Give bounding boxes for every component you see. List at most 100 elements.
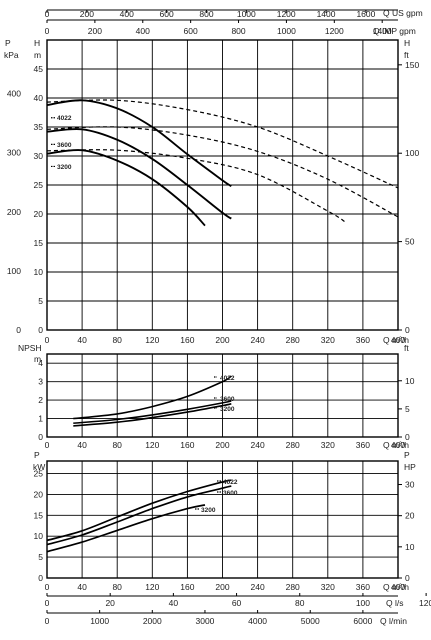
head-ft-axis-label-bottom: ft (404, 50, 409, 60)
imp-gpm-axis-tick-label: 1200 (325, 26, 344, 36)
head-q-tick-label: 200 (215, 335, 229, 345)
npsh-q-tick-label: 0 (45, 440, 50, 450)
power-kw-tick-label: 15 (34, 510, 44, 520)
lps-axis-tick-label: 120 (419, 598, 431, 608)
head-kpa-tick-label: 200 (7, 207, 21, 217)
power-q-tick-label: 400 (391, 582, 405, 592)
power-hp-axis-label-top: P (404, 450, 410, 460)
head-q-tick-label: 400 (391, 335, 405, 345)
head-q-tick-label: 320 (321, 335, 335, 345)
npsh-q-tick-label: 400 (391, 440, 405, 450)
head-curve-label-4022: 4022 (57, 115, 72, 122)
power-hp-tick-label: 20 (405, 511, 415, 521)
imp-gpm-axis-tick-label: 600 (184, 26, 198, 36)
us-gpm-axis-tick-label: 1200 (277, 9, 296, 19)
us-gpm-axis-tick-label: 1400 (317, 9, 336, 19)
head-q-axis-label: Q m³/h (383, 335, 409, 345)
npsh-m-tick-label: 1 (38, 414, 43, 424)
npsh-q-tick-label: 120 (145, 440, 159, 450)
us-gpm-axis-label: Q US gpm (383, 8, 423, 18)
head-kpa-tick-label: 400 (7, 89, 21, 99)
head-panel-frame (46, 39, 399, 331)
head-ft-tick-label: 50 (405, 237, 415, 247)
npsh-q-tick-label: 280 (286, 440, 300, 450)
us-gpm-axis-tick-label: 800 (199, 9, 213, 19)
imp-gpm-axis-tick-label: 1400 (373, 26, 392, 36)
npsh-q-tick-label: 80 (112, 440, 122, 450)
npsh-ft-tick-label: 5 (405, 404, 410, 414)
power-q-tick-label: 0 (45, 582, 50, 592)
head-curve-solid-3600 (46, 128, 232, 220)
lpm-axis-label: Q l/min (380, 616, 407, 626)
power-curve-3200 (46, 504, 206, 553)
npsh-q-tick-label: 320 (321, 440, 335, 450)
head-q-tick-label: 40 (77, 335, 87, 345)
us-gpm-axis-tick-label: 0 (45, 9, 50, 19)
power-hp-axis-label-bottom: HP (404, 462, 416, 472)
npsh-q-tick-label: 160 (180, 440, 194, 450)
us-gpm-axis-tick-label: 200 (80, 9, 94, 19)
lpm-axis-tick-label: 5000 (301, 616, 320, 626)
imp-gpm-axis-tick-label: 1000 (277, 26, 296, 36)
us-gpm-axis-tick-label: 1000 (237, 9, 256, 19)
head-curve-dashed-3600 (46, 126, 399, 218)
head-kpa-axis-label-top: P (5, 38, 11, 48)
power-curve-label-4022: 4022 (223, 479, 238, 486)
power-hp-tick-label: 30 (405, 480, 415, 490)
power-q-axis-label: Q m³/h (383, 582, 409, 592)
imp-gpm-axis-label: Q IMP gpm (373, 26, 416, 36)
power-q-tick-label: 40 (77, 582, 87, 592)
power-kw-tick-label: 5 (38, 552, 43, 562)
head-q-tick-label: 280 (286, 335, 300, 345)
npsh-curve-label-4022: 4022 (220, 375, 235, 382)
lpm-axis-tick-label: 3000 (195, 616, 214, 626)
npsh-m-tick-label: 4 (38, 358, 43, 368)
npsh-curve-3600 (73, 400, 232, 424)
lps-axis-tick-label: 100 (356, 598, 370, 608)
head-q-tick-label: 240 (251, 335, 265, 345)
lps-axis-tick-label: 80 (295, 598, 305, 608)
head-m-tick-label: 5 (38, 296, 43, 306)
npsh-m-tick-label: 3 (38, 377, 43, 387)
head-m-tick-label: 15 (34, 238, 44, 248)
imp-gpm-axis-tick-label: 400 (136, 26, 150, 36)
us-gpm-axis-tick-label: 1600 (356, 9, 375, 19)
npsh-q-tick-label: 200 (215, 440, 229, 450)
lps-axis-tick-label: 60 (232, 598, 242, 608)
head-curve-dashed-4022 (46, 99, 399, 189)
head-q-tick-label: 0 (45, 335, 50, 345)
power-q-tick-label: 160 (180, 582, 194, 592)
power-panel-frame (46, 460, 399, 579)
us-gpm-axis-tick-label: 600 (159, 9, 173, 19)
lpm-axis-tick-label: 4000 (248, 616, 267, 626)
power-curve-3600 (46, 485, 232, 546)
npsh-axis-label-bottom: m (34, 354, 41, 364)
head-kpa-tick-label: 300 (7, 148, 21, 158)
power-q-tick-label: 80 (112, 582, 122, 592)
head-m-tick-label: 25 (34, 180, 44, 190)
lps-axis-tick-label: 0 (45, 598, 50, 608)
head-ft-tick-label: 100 (405, 148, 419, 158)
power-hp-tick-label: 0 (405, 573, 410, 583)
imp-gpm-axis-tick-label: 800 (231, 26, 245, 36)
head-ft-axis-label-top: H (404, 38, 410, 48)
npsh-q-tick-label: 240 (251, 440, 265, 450)
npsh-panel-frame (46, 353, 399, 438)
power-kw-axis-label-top: P (34, 450, 40, 460)
lps-axis-tick-label: 40 (169, 598, 179, 608)
head-m-tick-label: 40 (34, 93, 44, 103)
npsh-ft-tick-label: 10 (405, 376, 415, 386)
power-q-tick-label: 120 (145, 582, 159, 592)
power-q-tick-label: 200 (215, 582, 229, 592)
power-hp-tick-label: 10 (405, 542, 415, 552)
power-kw-tick-label: 25 (34, 469, 44, 479)
npsh-m-tick-label: 2 (38, 395, 43, 405)
head-m-axis-label-top: H (34, 38, 40, 48)
power-q-tick-label: 320 (321, 582, 335, 592)
power-q-tick-label: 360 (356, 582, 370, 592)
head-m-tick-label: 10 (34, 267, 44, 277)
head-m-tick-label: 35 (34, 122, 44, 132)
power-kw-tick-label: 20 (34, 489, 44, 499)
npsh-ft-tick-label: 0 (405, 432, 410, 442)
